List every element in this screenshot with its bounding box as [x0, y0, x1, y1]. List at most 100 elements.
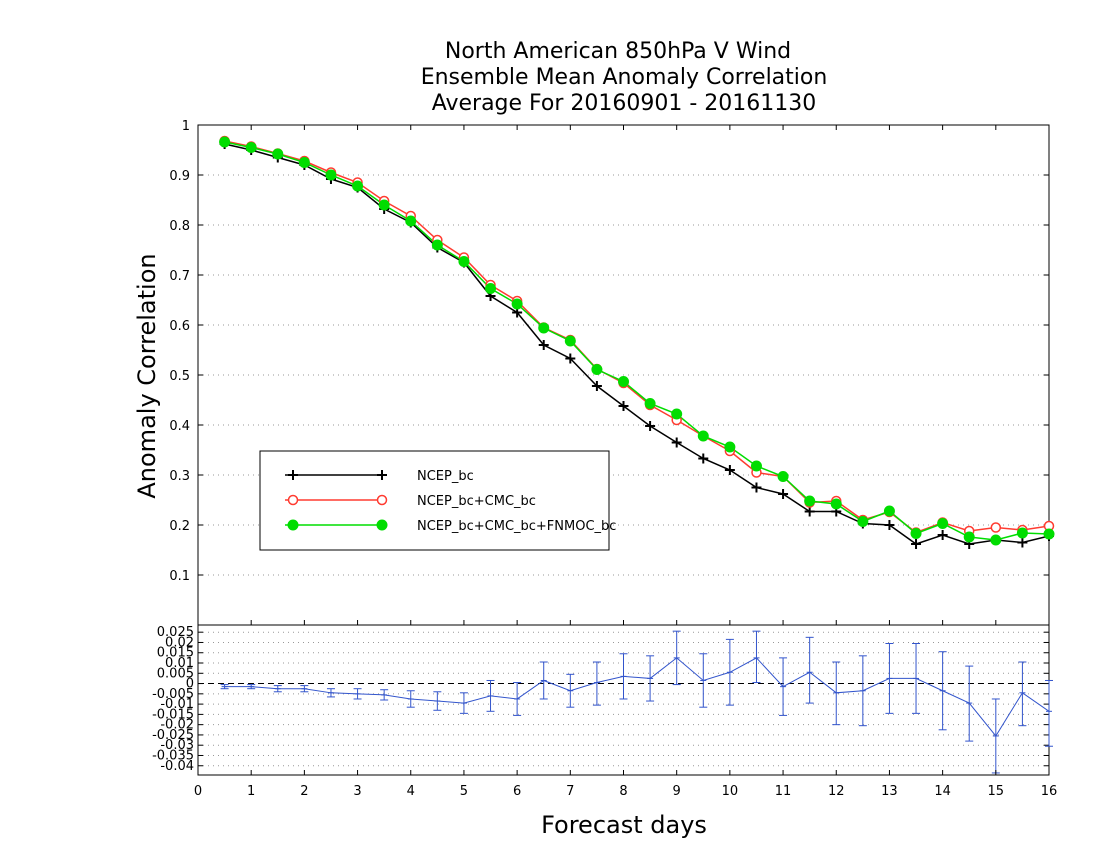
series-2-point [963, 531, 975, 543]
series-2-point [1043, 528, 1055, 540]
top-ytick-label: 0.8 [169, 219, 190, 234]
legend-marker-2 [287, 519, 299, 531]
xtick-label: 2 [300, 784, 308, 799]
top-y-ticks: 0.1 0.2 0.3 0.4 0.5 0.6 0.7 0.8 0.9 1 [169, 119, 1049, 584]
chart-title-line-2: Ensemble Mean Anomaly Correlation [421, 65, 828, 90]
series-0-point [911, 539, 922, 549]
xtick-label: 4 [407, 784, 415, 799]
bottom-ytick-label: 0.01 [165, 656, 194, 671]
series-0-point [884, 520, 895, 530]
bottom-series [220, 630, 1053, 774]
x-axis-title: Forecast days [541, 811, 707, 839]
series-0-point [671, 437, 682, 448]
legend: NCEP_bc NCEP_bc+CMC_bc NCEP_bc+CMC_bc+FNMO… [259, 450, 616, 551]
legend-marker-0-end [377, 470, 387, 480]
top-ytick-label: 0.9 [169, 169, 190, 184]
top-ytick-label: 0.7 [169, 269, 190, 284]
series-0-point [565, 353, 576, 364]
series-2-point [1016, 527, 1028, 539]
bottom-plot-frame [197, 624, 1050, 776]
xtick-label: 16 [1041, 784, 1058, 799]
xtick-label: 9 [673, 784, 681, 799]
series-0-point [751, 482, 762, 493]
series-2-point [458, 256, 470, 267]
bottom-ytick-label: -0.035 [152, 748, 194, 763]
xtick-label: 12 [828, 784, 845, 799]
series-2-point [352, 180, 364, 192]
xtick-label: 6 [513, 784, 521, 799]
bottom-ytick-label: -0.005 [152, 687, 194, 702]
series-2-point [272, 148, 284, 160]
bottom-ytick-label: -0.01 [160, 697, 194, 712]
series-0-point [618, 401, 629, 411]
xtick-label: 10 [722, 784, 739, 799]
top-ytick-label: 0.1 [169, 569, 190, 584]
bottom-y-ticks: 0.0250.020.0150.010.0050-0.005-0.01-0.01… [152, 625, 1049, 774]
series-2-point [618, 376, 629, 387]
series-0-point [804, 506, 815, 517]
series-2-point [830, 498, 842, 510]
series-2-point [298, 157, 310, 168]
series-0-point [591, 381, 602, 391]
xtick-label: 15 [988, 784, 1005, 799]
xtick-label: 13 [881, 784, 898, 799]
series-2-point [804, 495, 816, 507]
legend-items: NCEP_bc NCEP_bc+CMC_bc NCEP_bc+CMC_bc+FNMO… [285, 469, 616, 534]
xtick-label: 0 [194, 784, 202, 799]
xtick-label: 1 [247, 784, 255, 799]
chart-title-line-3: Average For 20160901 - 20161130 [432, 91, 817, 116]
bottom-ytick-label: 0.02 [165, 635, 194, 650]
series-2-point [431, 239, 443, 251]
legend-label-0: NCEP_bc [417, 469, 474, 484]
top-series [219, 135, 1055, 549]
series-0-point [1017, 537, 1028, 548]
series-2-point [219, 136, 231, 148]
top-ytick-label: 0.5 [169, 369, 190, 384]
series-0-point [937, 530, 948, 540]
legend-label-1: NCEP_bc+CMC_bc [417, 494, 536, 509]
series-1-point [990, 522, 1002, 533]
bottom-ytick-label: -0.015 [152, 707, 194, 722]
xtick-label: 7 [566, 784, 574, 799]
series-2-point [325, 169, 337, 181]
difference-line [224, 657, 1050, 737]
top-ytick-label: 0.4 [169, 419, 190, 434]
series-2-point [724, 441, 736, 453]
top-ytick-label: 0.6 [169, 319, 190, 334]
series-2-point [857, 516, 869, 527]
series-2-point [644, 398, 656, 409]
series-2-point [750, 460, 762, 472]
xtick-label: 14 [934, 784, 951, 799]
legend-label-2: NCEP_bc+CMC_bc+FNMOC_bc [417, 519, 616, 534]
series-2-point [697, 430, 709, 442]
series-0-point [645, 421, 656, 431]
series-2-point [777, 471, 789, 482]
series-2-point [511, 298, 523, 310]
xtick-label: 8 [619, 784, 627, 799]
bottom-ytick-label: -0.03 [160, 738, 194, 753]
series-2-point [990, 534, 1002, 546]
top-ytick-label: 1 [182, 119, 190, 134]
series-2-point [538, 322, 550, 334]
series-2-point [245, 142, 257, 153]
bottom-ytick-label: -0.02 [160, 718, 194, 733]
series-2-point [937, 518, 949, 529]
xtick-label: 11 [775, 784, 792, 799]
bottom-ytick-label: 0.015 [157, 646, 194, 661]
top-grid [198, 174, 1049, 576]
series-2-point [564, 335, 576, 347]
series-0-point [538, 340, 549, 350]
series-2-point [378, 199, 390, 211]
series-line-0 [224, 143, 1050, 545]
series-2-point [405, 215, 417, 227]
legend-marker-2-end [376, 519, 388, 531]
x-ticks: 0 1 2 3 4 5 6 7 8 9 10 11 12 13 14 15 16 [194, 125, 1057, 799]
bottom-ytick-label: 0 [186, 677, 194, 692]
top-ytick-label: 0.3 [169, 469, 190, 484]
chart-title-line-1: North American 850hPa V Wind [445, 39, 791, 64]
legend-marker-1 [287, 494, 299, 506]
y-axis-title: Anomaly Correlation [133, 253, 161, 498]
top-ytick-label: 0.2 [169, 519, 190, 534]
bottom-ytick-label: -0.025 [152, 728, 194, 743]
bottom-ytick-label: 0.005 [157, 666, 194, 681]
